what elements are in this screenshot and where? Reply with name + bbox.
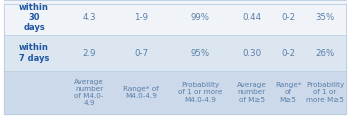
Text: Probability
of 1 or more
M4.0-4.9: Probability of 1 or more M4.0-4.9 [178, 82, 222, 103]
Text: 99%: 99% [190, 13, 210, 22]
Text: 0.44: 0.44 [243, 13, 261, 22]
Text: within
7 days: within 7 days [19, 43, 49, 63]
Bar [4, 35, 346, 71]
Bar [4, 0, 346, 35]
Text: 2.9: 2.9 [82, 48, 96, 57]
Text: Probability
of 1 or
more M≥5: Probability of 1 or more M≥5 [306, 82, 344, 103]
Text: 26%: 26% [315, 48, 335, 57]
Text: Range*
of
M≥5: Range* of M≥5 [275, 82, 301, 103]
Text: 0-7: 0-7 [134, 48, 148, 57]
Text: 35%: 35% [315, 13, 335, 22]
Text: Average
number
of M4.0-
4.9: Average number of M4.0- 4.9 [74, 79, 104, 106]
Text: 0-2: 0-2 [281, 48, 295, 57]
Text: Range* of
M4.0-4.9: Range* of M4.0-4.9 [123, 86, 159, 99]
Text: 0.30: 0.30 [243, 48, 261, 57]
Text: 0-2: 0-2 [281, 13, 295, 22]
Text: 4.3: 4.3 [82, 13, 96, 22]
Text: Average
number
of M≥5: Average number of M≥5 [237, 82, 267, 103]
Bar [4, 71, 346, 114]
Text: within
30
days: within 30 days [19, 3, 49, 32]
Text: 1-9: 1-9 [134, 13, 148, 22]
Text: 95%: 95% [190, 48, 210, 57]
